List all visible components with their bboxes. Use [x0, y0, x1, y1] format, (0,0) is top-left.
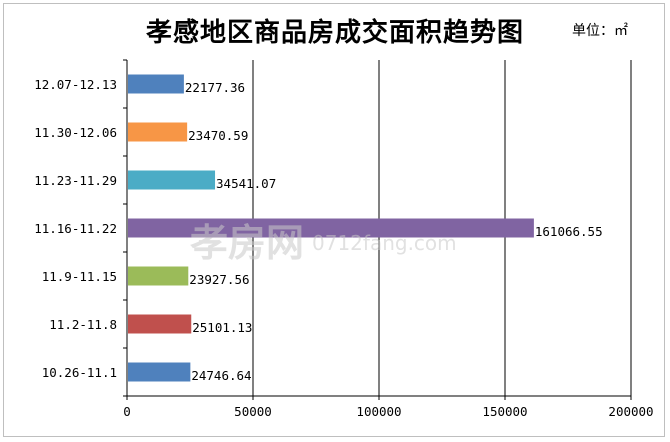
value-label: 23470.59 [188, 128, 248, 143]
x-tick-label: 50000 [234, 404, 272, 419]
value-label: 161066.55 [535, 224, 603, 239]
watermark-logo: 孝房网 [190, 221, 304, 265]
value-label: 34541.07 [216, 176, 276, 191]
x-tick-label: 150000 [482, 404, 527, 419]
value-label: 23927.56 [189, 272, 249, 287]
watermark-url: 0712fang.com [312, 231, 457, 255]
chart-title: 孝感地区商品房成交面积趋势图 [145, 18, 524, 48]
watermark: 孝房网 0712fang.com [190, 221, 457, 265]
category-label: 10.26-11.1 [42, 365, 117, 380]
category-label: 12.07-12.13 [34, 77, 117, 92]
value-label: 25101.13 [192, 320, 252, 335]
bar [128, 266, 189, 286]
category-label: 11.9-11.15 [42, 269, 117, 284]
bar [128, 170, 216, 190]
x-tick-label: 200000 [608, 404, 653, 419]
category-label: 11.23-11.29 [34, 173, 117, 188]
x-tick-label: 0 [123, 404, 131, 419]
label-layer: 12.07-12.13 22177.36 11.30-12.06 23470.59 11… [34, 77, 602, 383]
axis-layer: 0 50000 100000 150000 200000 [123, 59, 654, 419]
category-label: 11.2-11.8 [49, 317, 117, 332]
value-label: 24746.64 [191, 368, 251, 383]
bar [128, 122, 188, 142]
bar [128, 218, 534, 238]
category-label: 11.30-12.06 [34, 125, 117, 140]
bar [128, 74, 184, 94]
value-label: 22177.36 [185, 80, 245, 95]
bar [128, 314, 192, 334]
x-tick-label: 100000 [356, 404, 401, 419]
category-label: 11.16-11.22 [34, 221, 117, 236]
bar [128, 362, 191, 382]
bar-layer [128, 74, 534, 382]
unit-label: 单位：㎡ [572, 23, 628, 39]
